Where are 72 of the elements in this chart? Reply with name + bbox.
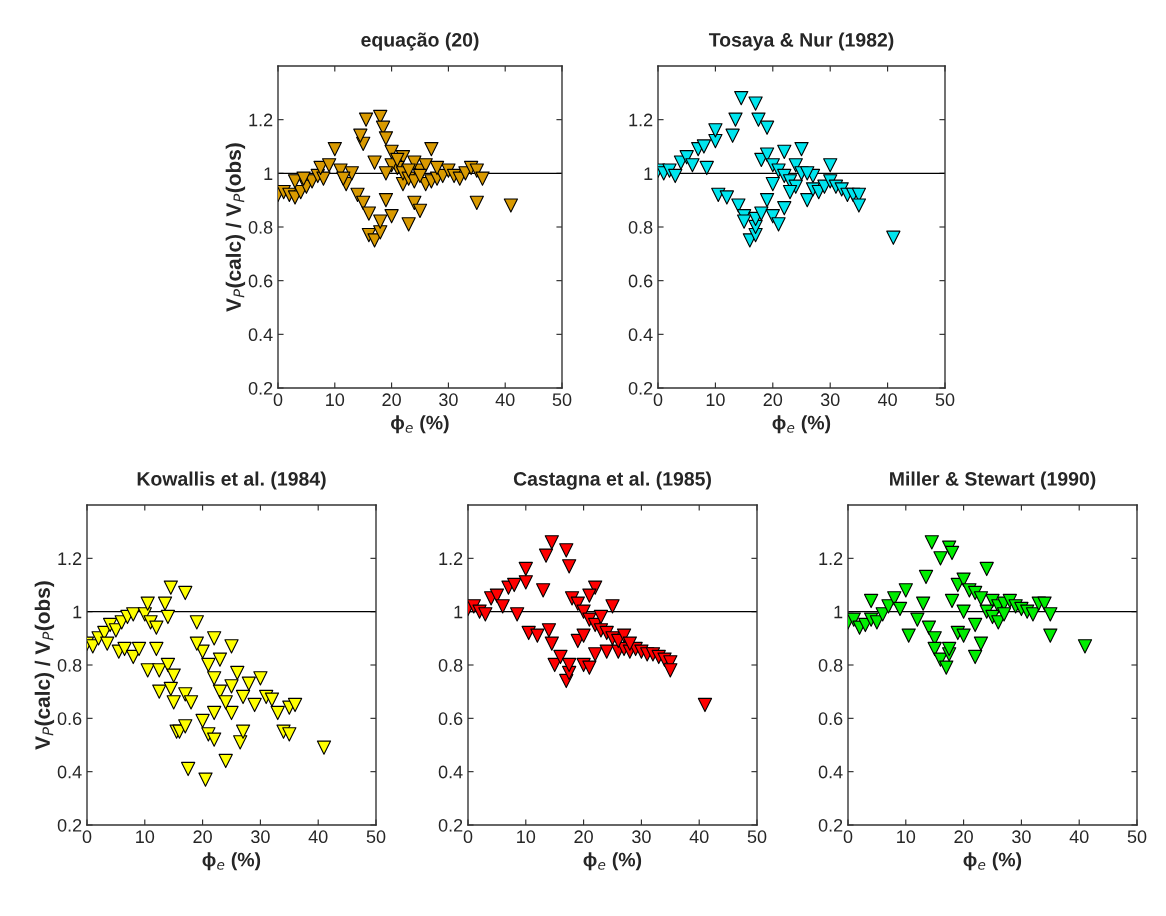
x-tick-label: 30 [251, 830, 270, 844]
x-tick-label: 0 [82, 830, 92, 844]
x-tick-label: 0 [273, 393, 283, 407]
x-tick-label: 50 [747, 830, 767, 844]
y-tick-label: 0.6 [818, 712, 843, 726]
x-tick-label: 0 [653, 393, 663, 407]
y-tick-label: 0.4 [57, 765, 82, 779]
x-tick-label: 50 [552, 393, 572, 407]
y-tick-label: 0.4 [818, 765, 843, 779]
y-tick-label: 1 [73, 605, 82, 619]
x-tick-label: 30 [632, 830, 651, 844]
chart-title: Tosaya & Nur (1982) [708, 32, 894, 51]
x-tick-label: 30 [820, 393, 840, 407]
x-axis-title: ϕ$_{e}$ (%) [772, 415, 831, 434]
x-tick-label: 20 [382, 393, 401, 407]
y-tick-label: 0.8 [57, 658, 82, 672]
y-tick-label: 0.4 [438, 765, 463, 779]
y-axis-title: V$_{P}$(calc) / V$_{P}$(obs) [225, 143, 246, 312]
x-axis-title: ϕ$_{e}$ (%) [391, 415, 449, 434]
x-tick-label: 40 [495, 393, 515, 407]
x-tick-label: 0 [843, 830, 853, 844]
x-tick-label: 20 [763, 393, 783, 407]
x-tick-label: 10 [136, 830, 155, 844]
x-tick-label: 30 [439, 393, 458, 407]
x-tick-label: 40 [1069, 830, 1089, 844]
y-tick-label: 0.2 [248, 381, 273, 395]
x-tick-label: 30 [1012, 830, 1031, 844]
y-tick-label: 0.8 [628, 220, 653, 234]
y-tick-label: 0.8 [818, 658, 843, 672]
y-tick-label: 1.2 [819, 552, 843, 565]
x-tick-label: 10 [326, 393, 345, 407]
y-tick-label: 0.6 [628, 274, 653, 288]
x-axis-title: ϕ$_{e}$ (%) [202, 852, 261, 871]
y-axis-title: V$_{P}$(calc) / V$_{P}$(obs) [34, 581, 55, 750]
y-tick-label: 0.2 [438, 818, 463, 832]
y-tick-label: 0.4 [628, 328, 653, 342]
x-axis-title: ϕ$_{e}$ (%) [963, 852, 1022, 871]
x-tick-label: 20 [574, 830, 593, 844]
x-tick-label: 40 [689, 830, 709, 844]
x-tick-label: 50 [935, 393, 955, 407]
y-tick-label: 0.6 [57, 712, 82, 726]
x-tick-label: 50 [1127, 830, 1147, 844]
y-tick-label: 1.2 [58, 552, 82, 565]
chart-title: equação (20) [361, 32, 479, 51]
x-tick-label: 40 [308, 830, 328, 844]
y-tick-label: 0.8 [438, 658, 463, 672]
y-tick-label: 0.2 [818, 818, 843, 832]
y-tick-label: 1.2 [439, 552, 463, 565]
x-axis-title: ϕ$_{e}$ (%) [583, 852, 642, 871]
x-tick-label: 20 [954, 830, 973, 844]
y-tick-label: 0.8 [248, 220, 273, 234]
x-tick-label: 50 [366, 830, 386, 844]
y-tick-label: 0.2 [628, 381, 653, 395]
y-tick-label: 1.2 [629, 113, 653, 127]
y-tick-label: 1 [264, 167, 273, 180]
x-tick-label: 20 [193, 830, 212, 844]
x-tick-label: 40 [877, 393, 897, 407]
x-tick-label: 10 [517, 830, 536, 844]
y-tick-label: 1 [454, 605, 463, 619]
y-tick-label: 0.6 [438, 712, 463, 726]
x-tick-label: 0 [463, 830, 473, 844]
y-tick-label: 1 [834, 605, 843, 619]
chart-title: Kowallis et al. (1984) [137, 471, 326, 490]
y-tick-label: 1 [644, 167, 653, 180]
x-tick-label: 10 [897, 830, 916, 844]
y-tick-label: 0.2 [57, 818, 82, 832]
y-tick-label: 0.6 [248, 274, 273, 288]
y-tick-label: 1.2 [249, 113, 273, 127]
y-tick-label: 0.4 [248, 328, 273, 342]
chart-title: Castagna et al. (1985) [513, 471, 711, 490]
x-tick-label: 10 [706, 393, 725, 407]
chart-title: Miller & Stewart (1990) [890, 471, 1096, 490]
